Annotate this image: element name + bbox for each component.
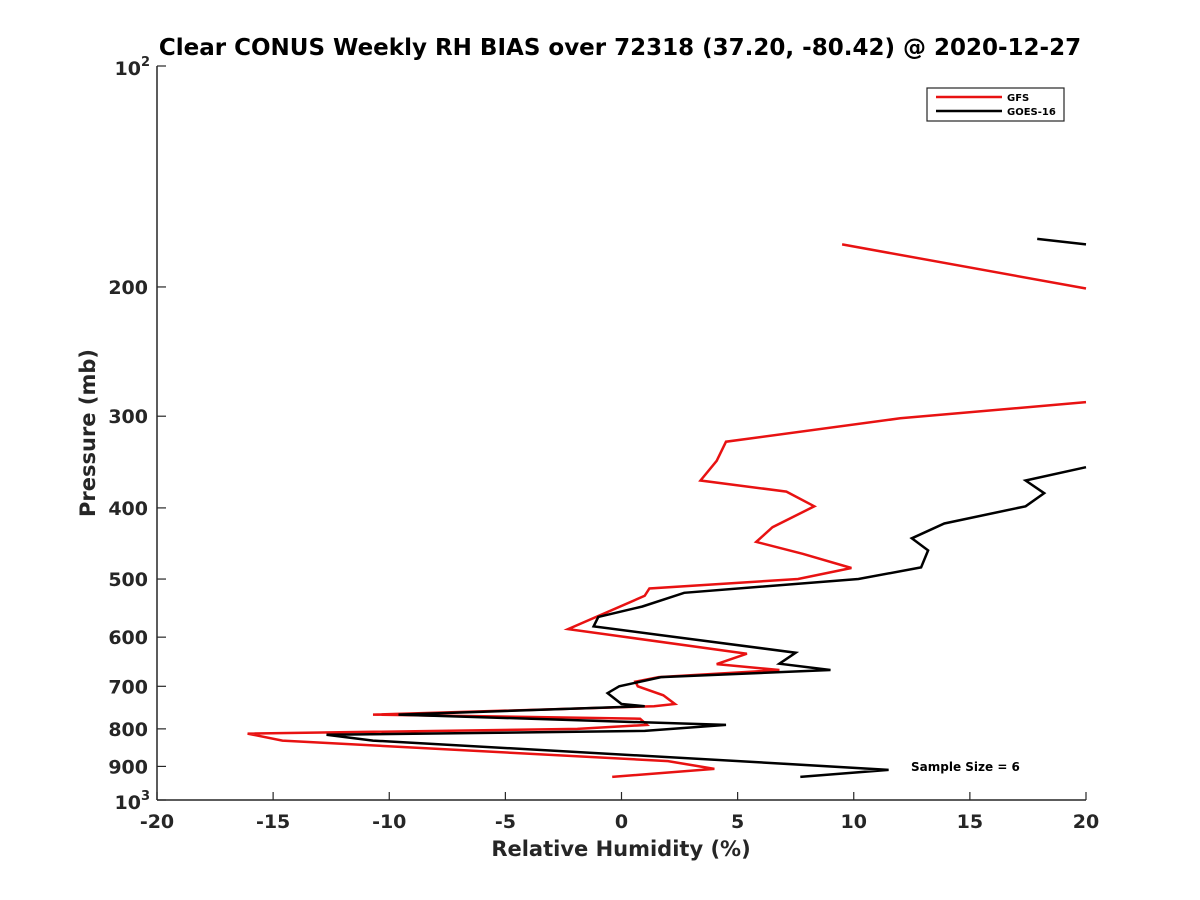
sample-size-annotation: Sample Size = 6: [911, 760, 1020, 774]
y-tick-label: 200: [108, 277, 148, 299]
chart-title: Clear CONUS Weekly RH BIAS over 72318 (3…: [159, 35, 1081, 61]
x-tick-label: -5: [495, 811, 516, 833]
series-line-goes16-segment-0: [1037, 237, 1087, 246]
x-tick-label: -20: [140, 811, 174, 833]
x-tick-label: 15: [957, 811, 983, 833]
plot-area: [156, 66, 1086, 801]
x-tick-label: 10: [841, 811, 867, 833]
y-tick-label: 900: [108, 756, 148, 778]
x-axis-label: Relative Humidity (%): [491, 837, 750, 861]
legend: GFS GOES-16: [926, 87, 1065, 122]
y-tick-top-exp: 2: [141, 55, 150, 70]
plot-background: [157, 66, 1086, 800]
x-tick-label: 20: [1073, 811, 1099, 833]
series-line-gfs-segment-1: [247, 400, 1087, 779]
y-tick-label: 300: [108, 406, 148, 428]
y-tick-label: 500: [108, 569, 148, 591]
x-tick-label: 5: [731, 811, 744, 833]
ticks-layer: -20 -15 -10 -5 0 5 10 15 20 200 300 400 500 600 700 800…: [108, 65, 1099, 833]
y-tick-label-top: 102: [115, 55, 151, 80]
y-tick-bottom-exp: 3: [141, 789, 150, 804]
series-layer: [247, 237, 1087, 779]
legend-label-gfs: GFS: [1007, 93, 1029, 104]
y-axis-label: Pressure (mb): [76, 349, 100, 517]
y-tick-label: 700: [108, 676, 148, 698]
legend-label-goes16: GOES-16: [1007, 107, 1056, 118]
x-tick-label: 0: [615, 811, 628, 833]
y-tick-top-base: 10: [115, 58, 141, 80]
y-tick-bottom-base: 10: [115, 792, 141, 814]
y-tick-label-bottom: 103: [115, 789, 151, 814]
x-tick-label: -10: [372, 811, 406, 833]
series-line-gfs-segment-0: [841, 243, 1087, 290]
legend-box: [926, 87, 1065, 122]
y-tick-label: 800: [108, 719, 148, 741]
x-tick-label: -15: [256, 811, 290, 833]
series-line-goes16-segment-1: [326, 465, 1087, 779]
y-tick-label: 600: [108, 627, 148, 649]
y-tick-label: 400: [108, 498, 148, 520]
